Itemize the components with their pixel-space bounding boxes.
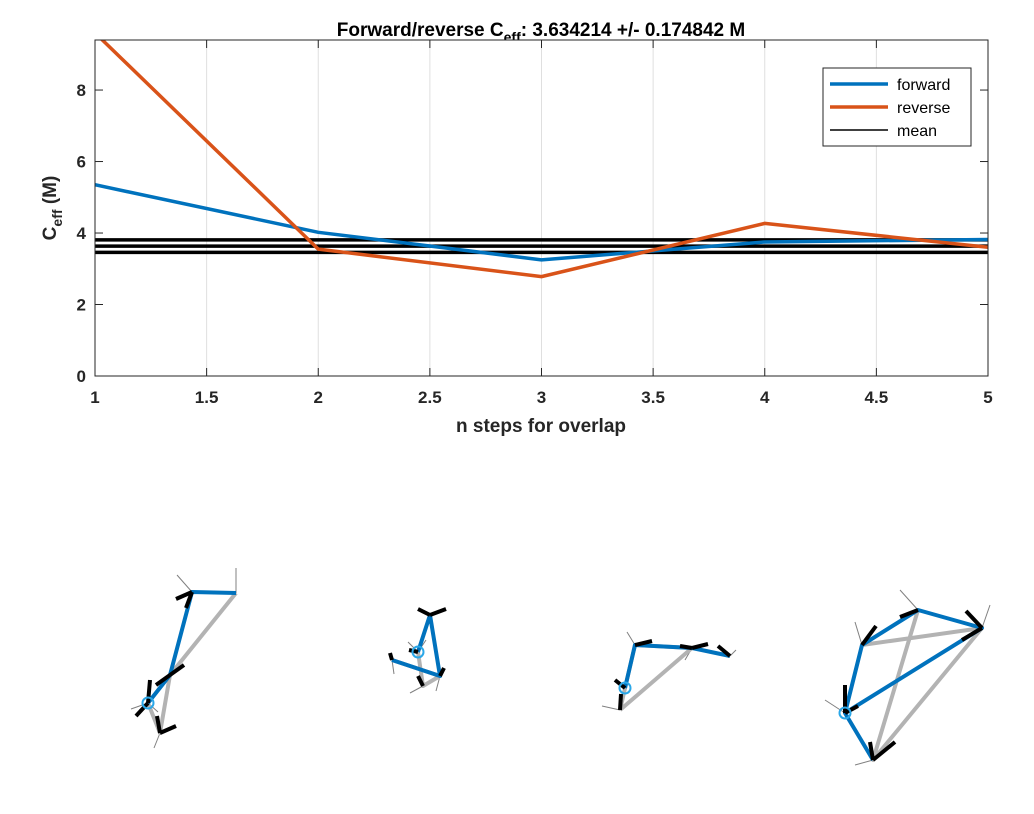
thick-bond xyxy=(159,724,177,735)
legend-label-forward: forward xyxy=(897,77,950,94)
y-tick-label: 2 xyxy=(77,296,86,315)
thick-bond xyxy=(184,591,194,609)
x-tick-label: 2.5 xyxy=(418,388,442,407)
x-tick-label: 5 xyxy=(983,388,992,407)
series-line-reverse xyxy=(99,40,988,279)
thick-bond xyxy=(716,644,732,658)
thick-bond xyxy=(155,715,162,734)
chart-title: Forward/reverse Ceff: 3.634214 +/- 0.174… xyxy=(337,20,745,45)
blue-backbone xyxy=(391,613,442,678)
thick-bond xyxy=(416,675,425,687)
y-tick-label: 6 xyxy=(77,153,86,172)
legend-label-reverse: reverse xyxy=(897,100,950,117)
series-layer xyxy=(95,40,988,279)
thin-bond xyxy=(626,631,636,646)
thick-bond xyxy=(964,609,984,630)
molecule-1 xyxy=(130,568,238,749)
anchor-circle xyxy=(141,696,155,710)
molecule-4 xyxy=(824,589,991,766)
blue-backbone xyxy=(623,643,731,689)
y-tick-label: 0 xyxy=(77,367,86,386)
thick-bond xyxy=(868,741,875,761)
x-tick-label: 3.5 xyxy=(641,388,665,407)
thick-bond xyxy=(438,667,446,677)
thin-bond xyxy=(391,659,395,675)
legend-label-mean: mean xyxy=(897,123,937,140)
y-axis-label-subscript: eff xyxy=(49,209,65,226)
thick-bond xyxy=(679,644,693,650)
thick-bond xyxy=(871,740,897,762)
molecule-2 xyxy=(388,607,447,694)
chart-title-main: Forward/reverse C xyxy=(337,20,504,41)
x-tick-label: 3 xyxy=(537,388,546,407)
thick-bond xyxy=(899,608,919,619)
y-axis-label: Ceff (M) xyxy=(40,176,65,241)
thick-bond xyxy=(146,679,152,704)
thick-bond xyxy=(691,642,709,650)
y-tick-label: 4 xyxy=(77,224,87,243)
thick-bond xyxy=(417,607,431,617)
y-tick-label: 8 xyxy=(77,81,86,100)
x-tick-label: 1 xyxy=(90,388,99,407)
thick-bond xyxy=(860,624,878,647)
series-line-forward xyxy=(95,183,988,262)
y-axis-label-main: C xyxy=(40,226,61,240)
x-tick-label: 2 xyxy=(314,388,323,407)
gray-backbone xyxy=(146,591,238,735)
thin-bond xyxy=(176,574,193,593)
thin-bond xyxy=(824,699,846,714)
thick-bond xyxy=(844,704,859,715)
thick-bond xyxy=(175,590,193,601)
x-tick-label: 4.5 xyxy=(865,388,889,407)
thin-bond xyxy=(981,604,991,629)
thick-bond xyxy=(618,693,623,711)
blue-backbone xyxy=(843,608,984,762)
y-axis-label-rest: (M) xyxy=(40,176,61,210)
thick-bond xyxy=(168,663,186,677)
anchor-circle xyxy=(411,645,425,659)
blue-backbone xyxy=(146,590,237,705)
chart-title-rest: : 3.634214 +/- 0.174842 M xyxy=(521,20,745,41)
thin-bond xyxy=(601,705,621,711)
x-axis-label: n steps for overlap xyxy=(456,416,626,437)
gray-backbone xyxy=(861,609,984,762)
molecule-diagrams xyxy=(130,568,991,766)
thin-bond xyxy=(899,589,919,611)
axis-ticks: 1 1.5 2 2.5 3 3.5 4 4.5 5 0 2 4 6 8 xyxy=(77,40,993,407)
thick-bond xyxy=(960,626,984,642)
thick-bond xyxy=(388,652,394,661)
thin-bond xyxy=(854,621,863,646)
legend: forward reverse mean xyxy=(822,67,972,147)
molecule-3 xyxy=(601,631,737,712)
x-tick-label: 1.5 xyxy=(195,388,219,407)
thick-bond xyxy=(134,701,150,718)
thin-bond xyxy=(409,685,424,694)
thin-bond xyxy=(153,732,161,749)
anchor-circle xyxy=(618,681,632,695)
thick-bond xyxy=(429,607,447,617)
thin-bond xyxy=(854,759,874,766)
thick-bond xyxy=(634,639,653,647)
x-tick-label: 4 xyxy=(760,388,770,407)
thin-bond xyxy=(729,649,737,657)
anchor-circle xyxy=(838,706,852,720)
thick-bond xyxy=(154,673,172,687)
